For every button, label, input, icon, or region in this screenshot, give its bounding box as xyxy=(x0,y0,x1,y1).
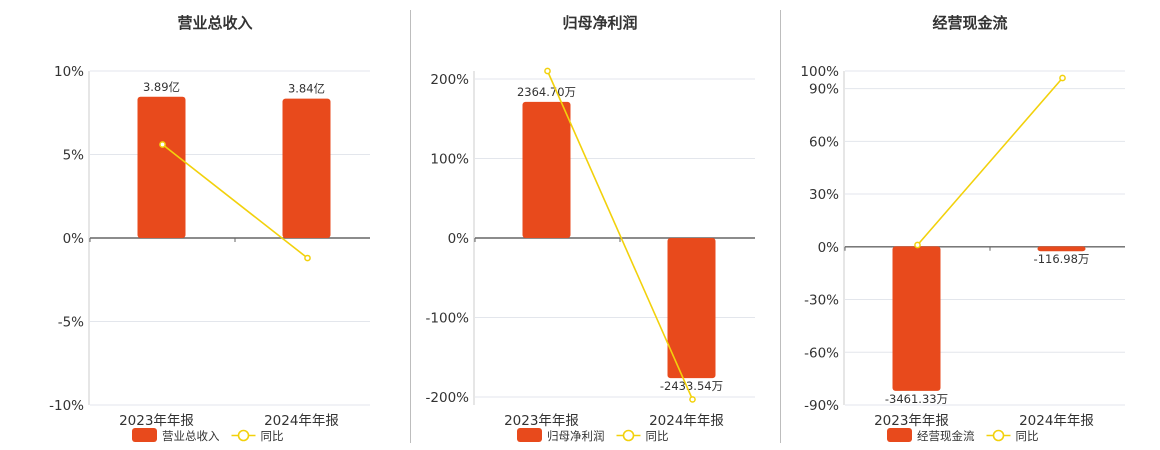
legend-line-label: 同比 xyxy=(261,429,284,443)
bar xyxy=(1038,246,1086,251)
chart-panel-revenue: 营业总收入 10% 5% 0% -5% -10% 2023年年报 2024年年报 3.89亿 3.… xyxy=(0,0,370,450)
y-tick-label: 0% xyxy=(448,231,470,247)
bar-data-label: -3461.33万 xyxy=(885,392,948,406)
net-profit-chart: 归母净利润 200% 100% 0% -100% -200% 2023年年报 2024年年报 2… xyxy=(385,0,755,450)
chart-title: 营业总收入 xyxy=(177,14,252,32)
legend-line-marker xyxy=(994,431,1004,441)
x-tick-label: 2024年年报 xyxy=(1019,413,1094,429)
chart-title: 归母净利润 xyxy=(562,14,637,32)
yoy-line xyxy=(918,78,1063,245)
y-tick-label: 0% xyxy=(818,240,840,256)
bar-data-label: -2433.54万 xyxy=(660,379,723,393)
yoy-point xyxy=(160,142,165,147)
y-tick-label: 100% xyxy=(800,64,839,80)
bar xyxy=(893,246,941,391)
bar-data-label: 3.89亿 xyxy=(143,80,180,94)
bar-data-label: 2364.70万 xyxy=(517,85,576,99)
bar-data-label: 3.84亿 xyxy=(288,82,325,96)
bar-data-label: -116.98万 xyxy=(1034,252,1090,266)
x-tick-label: 2023年年报 xyxy=(504,413,579,429)
legend-bar-swatch xyxy=(132,428,157,442)
y-tick-label: -200% xyxy=(426,390,470,406)
bar xyxy=(283,99,331,238)
y-tick-label: 200% xyxy=(430,72,469,88)
legend-bar-swatch xyxy=(887,428,912,442)
legend-bar-label: 营业总收入 xyxy=(162,429,220,443)
legend-bar-swatch xyxy=(517,428,542,442)
cash-flow-chart: 经营现金流 100% 90% 60% 30% 0% -30% -60% -90% 2023年年报 2… xyxy=(755,0,1125,450)
legend-line-marker xyxy=(239,431,249,441)
y-tick-label: -30% xyxy=(804,293,839,309)
x-tick-label: 2024年年报 xyxy=(649,413,724,429)
y-tick-label: 60% xyxy=(809,134,839,150)
y-tick-label: 5% xyxy=(63,148,85,164)
yoy-point xyxy=(690,397,695,402)
bar xyxy=(523,102,571,238)
x-tick-label: 2023年年报 xyxy=(874,413,949,429)
chart-title: 经营现金流 xyxy=(932,14,1007,32)
bar xyxy=(668,238,716,378)
legend-line-label: 同比 xyxy=(646,429,669,443)
bar xyxy=(138,97,186,238)
yoy-point xyxy=(1060,75,1065,80)
y-tick-label: -60% xyxy=(804,345,839,361)
chart-panel-cash-flow: 经营现金流 100% 90% 60% 30% 0% -30% -60% -90% 2023年年报 2… xyxy=(755,0,1125,450)
chart-panel-net-profit: 归母净利润 200% 100% 0% -100% -200% 2023年年报 2024年年报 2… xyxy=(385,0,755,450)
legend-bar-label: 经营现金流 xyxy=(917,429,975,443)
y-tick-label: 100% xyxy=(430,151,469,167)
legend-line-label: 同比 xyxy=(1016,429,1039,443)
x-tick-label: 2024年年报 xyxy=(264,413,339,429)
y-tick-label: 30% xyxy=(809,187,839,203)
y-tick-label: 90% xyxy=(809,82,839,98)
legend-bar-label: 归母净利润 xyxy=(547,429,605,443)
yoy-point xyxy=(915,242,920,247)
y-tick-label: 10% xyxy=(54,64,84,80)
yoy-point xyxy=(305,255,310,260)
y-tick-label: 0% xyxy=(63,231,85,247)
revenue-chart: 营业总收入 10% 5% 0% -5% -10% 2023年年报 2024年年报 3.89亿 3.… xyxy=(0,0,370,450)
y-tick-label: -100% xyxy=(426,311,470,327)
x-tick-label: 2023年年报 xyxy=(119,413,194,429)
y-tick-label: -5% xyxy=(58,315,84,331)
yoy-point xyxy=(545,68,550,73)
legend-line-marker xyxy=(624,431,634,441)
y-tick-label: -90% xyxy=(804,398,839,414)
y-tick-label: -10% xyxy=(49,398,84,414)
